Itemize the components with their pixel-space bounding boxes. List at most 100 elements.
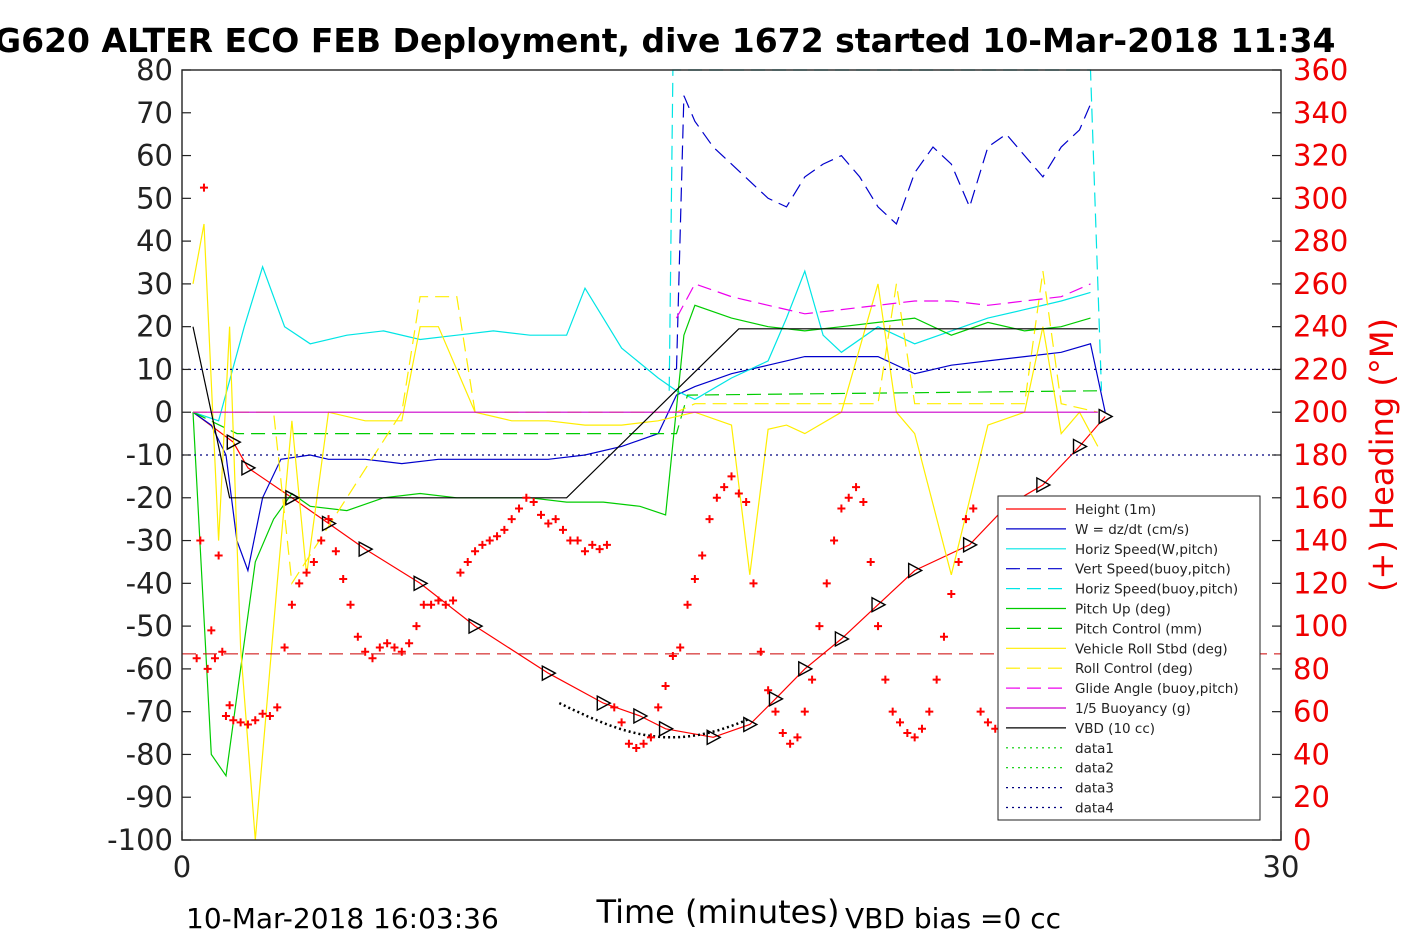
heading-point bbox=[888, 707, 897, 716]
heading-point bbox=[844, 493, 853, 502]
series-line-6 bbox=[192, 390, 1098, 435]
heading-point bbox=[390, 643, 399, 652]
heading-point bbox=[661, 682, 670, 690]
heading-point bbox=[218, 647, 227, 656]
height-marker bbox=[1098, 408, 1114, 425]
height-marker bbox=[1072, 438, 1088, 455]
y-tick-label: -60 bbox=[126, 652, 173, 686]
height-marker bbox=[285, 489, 301, 506]
heading-point bbox=[196, 536, 205, 545]
heading-point bbox=[375, 643, 384, 652]
heading-point bbox=[749, 579, 758, 588]
legend-entry: Vehicle Roll Stbd (deg) bbox=[1075, 641, 1228, 657]
heading-point bbox=[632, 744, 641, 753]
legend-entry: Glide Angle (buoy,pitch) bbox=[1075, 681, 1239, 697]
x-tick-label: 30 bbox=[1263, 850, 1300, 884]
heading-point bbox=[522, 493, 531, 502]
heading-point bbox=[478, 540, 487, 549]
heading-point bbox=[896, 718, 905, 727]
heading-point bbox=[690, 575, 699, 584]
y-tick-label: -10 bbox=[126, 438, 173, 472]
heading-point bbox=[551, 515, 560, 524]
heading-point bbox=[617, 718, 626, 727]
heading-point bbox=[544, 519, 553, 528]
heading-point bbox=[595, 545, 604, 554]
heading-point bbox=[397, 647, 406, 656]
heading-point bbox=[405, 639, 414, 648]
left-axis: 80 70 60 50 40 30 20 10 0 -10 -20 -30 -40 -50 -60 -70 -8… bbox=[107, 53, 1281, 857]
heading-point bbox=[265, 711, 274, 720]
y-tick-label: 60 bbox=[136, 139, 173, 173]
heading-point bbox=[646, 733, 655, 742]
y-tick-label: 0 bbox=[155, 395, 173, 429]
heading-point bbox=[419, 600, 428, 609]
heading-point bbox=[353, 632, 362, 641]
y-tick-label: 70 bbox=[136, 96, 173, 130]
heading-point bbox=[427, 600, 436, 609]
heading-point bbox=[800, 707, 809, 716]
heading-point bbox=[346, 600, 355, 609]
series-line-11 bbox=[192, 326, 1098, 499]
heading-point bbox=[434, 596, 443, 605]
heading-point bbox=[947, 590, 956, 599]
heading-point bbox=[225, 701, 234, 710]
legend-entry: 1/5 Buoyancy (g) bbox=[1075, 701, 1191, 717]
legend-entry: Roll Control (deg) bbox=[1075, 661, 1193, 677]
heading-point bbox=[654, 703, 663, 712]
series-line-2 bbox=[192, 264, 1091, 422]
heading-point bbox=[983, 718, 992, 727]
heading-point bbox=[786, 739, 795, 748]
y-tick-label: 10 bbox=[136, 352, 173, 386]
heading-point bbox=[859, 498, 868, 507]
legend-entry: data1 bbox=[1075, 741, 1114, 757]
heading-point bbox=[463, 557, 472, 566]
y-tick-label: 80 bbox=[136, 53, 173, 87]
height-marker bbox=[798, 660, 814, 678]
heading-point bbox=[683, 600, 692, 609]
height-marker bbox=[768, 690, 784, 708]
heading-point bbox=[874, 622, 883, 631]
heading-point bbox=[309, 557, 318, 566]
y-tick-label: -70 bbox=[126, 695, 173, 729]
right-axis-label: (+) Heading (°M) bbox=[1363, 318, 1401, 592]
y2-tick-label: 360 bbox=[1293, 53, 1348, 87]
legend-entry: Height (1m) bbox=[1075, 502, 1156, 518]
series-line-1 bbox=[192, 343, 1106, 573]
heading-point bbox=[969, 504, 978, 513]
height-marker bbox=[834, 630, 850, 648]
series-line-3 bbox=[675, 95, 1092, 370]
heading-point bbox=[976, 707, 985, 716]
heading-point bbox=[500, 525, 509, 534]
heading-point bbox=[441, 600, 450, 609]
heading-point bbox=[624, 739, 633, 748]
heading-point bbox=[236, 718, 245, 727]
heading-point bbox=[221, 711, 230, 720]
heading-point bbox=[207, 626, 216, 635]
heading-point bbox=[368, 654, 377, 663]
vbd-bias-footer: VBD bias =0 cc bbox=[845, 902, 1061, 935]
heading-point bbox=[471, 547, 480, 556]
heading-point bbox=[903, 729, 912, 738]
height-marker bbox=[907, 562, 924, 579]
heading-point bbox=[668, 652, 677, 661]
heading-point bbox=[302, 568, 311, 577]
right-axis: 3603403203002802602402202001801601401201… bbox=[1293, 53, 1348, 857]
heading-point bbox=[273, 703, 282, 712]
heading-point bbox=[610, 703, 619, 712]
heading-point bbox=[331, 547, 340, 556]
y2-tick-label: 320 bbox=[1293, 139, 1348, 173]
height-marker bbox=[633, 707, 649, 725]
legend-entry: data4 bbox=[1075, 801, 1114, 817]
heading-point bbox=[676, 643, 685, 652]
heading-point bbox=[837, 504, 846, 513]
heading-point bbox=[698, 551, 707, 560]
legend-entry: Vert Speed(buoy,pitch) bbox=[1075, 562, 1231, 578]
y-tick-label: 40 bbox=[136, 224, 173, 258]
height-marker bbox=[1036, 476, 1052, 494]
legend-entry: Horiz Speed(W,pitch) bbox=[1075, 542, 1218, 558]
heading-point bbox=[830, 536, 839, 545]
heading-point bbox=[295, 579, 304, 588]
legend-entry: VBD (10 cc) bbox=[1075, 721, 1155, 737]
heading-point bbox=[910, 733, 919, 742]
